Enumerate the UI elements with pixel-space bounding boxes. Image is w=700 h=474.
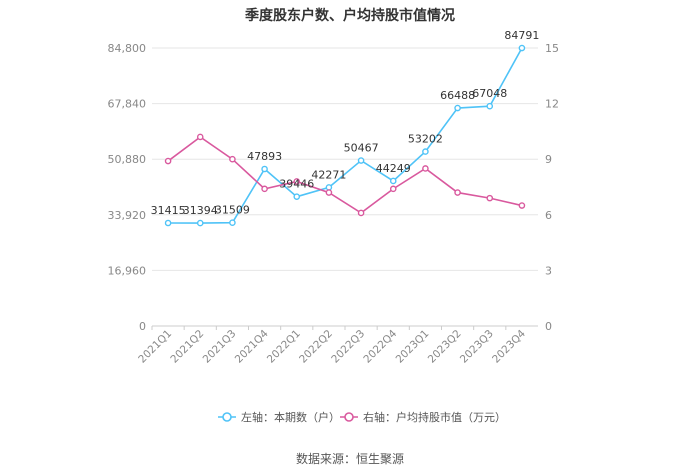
data-point[interactable] [518, 44, 526, 52]
data-point[interactable] [389, 177, 397, 185]
data-point[interactable] [229, 219, 236, 227]
data-label: 31394 [183, 204, 218, 217]
x-axis-tick: 2023Q3 [458, 328, 496, 366]
data-point[interactable] [486, 194, 494, 202]
data-label: 31415 [151, 204, 186, 217]
data-point[interactable] [325, 184, 333, 191]
right-axis-tick: 9 [545, 153, 552, 166]
data-label: 67048 [472, 87, 507, 100]
data-point[interactable] [325, 189, 333, 196]
left-axis-tick: 16,960 [108, 264, 147, 277]
x-axis-tick: 2023Q2 [426, 328, 464, 366]
data-label: 47893 [247, 150, 282, 163]
left-axis-tick: 67,840 [108, 98, 147, 111]
data-point[interactable] [422, 148, 429, 155]
right-axis-tick: 15 [545, 42, 559, 55]
data-point[interactable] [357, 209, 365, 217]
data-point[interactable] [293, 193, 301, 200]
legend[interactable]: 左轴：本期数（户） 右轴：户均持股市值（万元） [218, 410, 506, 424]
x-axis-tick: 2021Q3 [201, 328, 239, 366]
chart-title: 季度股东户数、户均持股市值情况 [245, 8, 455, 24]
data-point[interactable] [486, 102, 494, 110]
right-axis-tick: 0 [545, 320, 552, 333]
data-point[interactable] [196, 133, 204, 141]
series-layer [164, 44, 526, 227]
x-axis-tick: 2022Q3 [329, 328, 367, 366]
data-label: 44249 [376, 162, 411, 175]
left-axis-tick: 84,800 [108, 42, 147, 55]
legend-item[interactable]: 右轴：户均持股市值（万元） [340, 410, 506, 424]
legend-item[interactable]: 左轴：本期数（户） [218, 410, 340, 424]
data-point[interactable] [164, 219, 172, 227]
data-label: 53202 [408, 133, 443, 146]
legend-label: 右轴：户均持股市值（万元） [363, 410, 506, 424]
data-point[interactable] [389, 185, 397, 193]
data-point[interactable] [164, 157, 172, 165]
data-label: 31509 [215, 204, 250, 217]
x-axis-tick: 2022Q2 [297, 328, 335, 366]
right-axis-tick: 12 [545, 98, 559, 111]
data-point[interactable] [422, 165, 429, 172]
data-label: 66488 [440, 89, 475, 102]
x-axis-tick: 2021Q1 [136, 328, 174, 366]
data-point[interactable] [454, 189, 461, 196]
x-axis-tick: 2022Q1 [265, 328, 303, 366]
series-line-avg-market-value [167, 135, 523, 214]
data-point[interactable] [261, 185, 268, 193]
data-point[interactable] [261, 165, 268, 173]
right-axis-tick: 6 [545, 209, 552, 222]
x-axis-tick: 2021Q2 [168, 328, 206, 366]
data-point[interactable] [357, 157, 365, 164]
source-note: 数据来源：恒生聚源 [295, 452, 404, 466]
left-axis-tick: 50,880 [108, 153, 147, 166]
data-point[interactable] [196, 219, 204, 227]
data-point[interactable] [454, 104, 461, 112]
x-axis-tick: 2021Q4 [233, 327, 271, 365]
data-label: 84791 [504, 29, 539, 42]
x-axis-tick: 2023Q1 [394, 328, 432, 366]
right-axis-tick: 3 [545, 264, 552, 277]
x-axis-tick: 2022Q4 [361, 327, 399, 365]
legend-swatch-marker [344, 412, 354, 422]
data-label: 50467 [344, 142, 379, 155]
x-axis-tick: 2023Q4 [490, 327, 528, 365]
data-point[interactable] [518, 202, 526, 209]
data-point[interactable] [293, 178, 301, 185]
data-label: 39446 [279, 178, 314, 191]
legend-label: 左轴：本期数（户） [241, 410, 340, 424]
left-axis-tick: 0 [139, 320, 146, 333]
legend-swatch-marker [222, 412, 232, 422]
data-point[interactable] [229, 155, 236, 163]
series-line-shareholders [168, 47, 523, 224]
data-label: 42271 [311, 168, 346, 181]
left-axis-tick: 33,920 [108, 209, 147, 222]
